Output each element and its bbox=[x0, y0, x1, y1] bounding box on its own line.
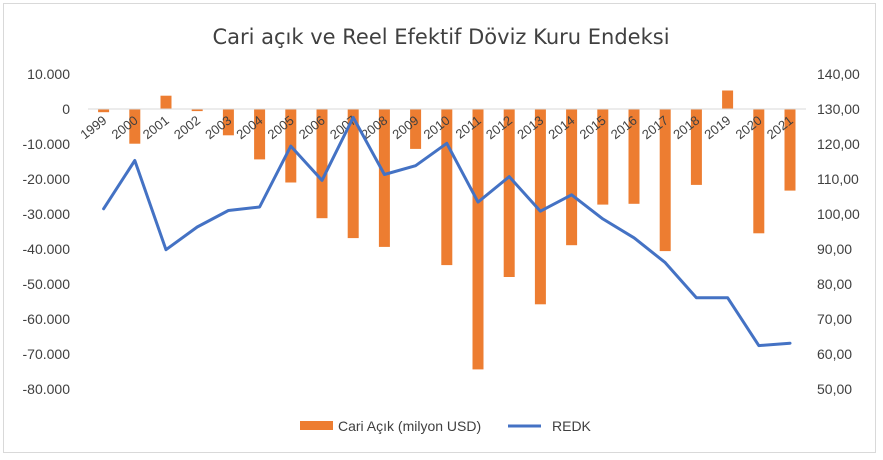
bar-2018 bbox=[690, 109, 702, 185]
line-series bbox=[102, 115, 792, 348]
bar-2020 bbox=[753, 109, 765, 234]
y-right-tick-label: 70,00 bbox=[817, 311, 852, 327]
legend-swatch-cari-acik bbox=[300, 421, 333, 430]
bar-2010 bbox=[441, 109, 453, 266]
bar-2017 bbox=[659, 109, 671, 252]
bar-2016 bbox=[628, 109, 640, 204]
y-left-tick-label: 0 bbox=[62, 101, 70, 117]
bar-2009 bbox=[410, 109, 422, 149]
y-right-tick-label: 100,00 bbox=[817, 206, 860, 222]
x-tick-label: 2001 bbox=[140, 113, 172, 143]
y-left-tick-label: -50.000 bbox=[23, 276, 71, 292]
bar-2006 bbox=[316, 109, 328, 219]
y-left-tick-label: -80.000 bbox=[23, 381, 71, 397]
bar-2008 bbox=[378, 109, 390, 247]
y-axis-left: 10.000 0 -10.000 -20.000 -30.000 -40.000 -50.0… bbox=[23, 66, 71, 397]
y-right-tick-label: 130,00 bbox=[817, 101, 860, 117]
bar-2000 bbox=[129, 109, 141, 144]
y-left-tick-label: -10.000 bbox=[23, 136, 71, 152]
bar-series bbox=[98, 90, 796, 370]
y-axis-right: 140,00 130,00 120,00 110,00 100,00 90,00 80,00… bbox=[817, 66, 860, 397]
bar-2007 bbox=[347, 109, 359, 239]
y-left-tick-label: -20.000 bbox=[23, 171, 71, 187]
y-right-tick-label: 80,00 bbox=[817, 276, 852, 292]
bar-2011 bbox=[472, 109, 484, 370]
x-tick-label: 1999 bbox=[77, 113, 109, 143]
bar-2002 bbox=[191, 109, 203, 112]
y-left-tick-label: 10.000 bbox=[27, 66, 70, 82]
y-right-tick-label: 90,00 bbox=[817, 241, 852, 257]
y-left-tick-label: -70.000 bbox=[23, 346, 71, 362]
y-right-tick-label: 50,00 bbox=[817, 381, 852, 397]
y-left-tick-label: -30.000 bbox=[23, 206, 71, 222]
y-right-tick-label: 140,00 bbox=[817, 66, 860, 82]
legend: Cari Açık (milyon USD) REDK bbox=[300, 418, 592, 434]
chart-title: Cari açık ve Reel Efektif Döviz Kuru End… bbox=[212, 25, 669, 49]
bar-2012 bbox=[503, 109, 515, 277]
y-right-tick-label: 110,00 bbox=[817, 171, 859, 187]
chart-frame bbox=[3, 3, 876, 453]
bar-2014 bbox=[566, 109, 578, 246]
x-tick-label: 2002 bbox=[171, 113, 203, 143]
legend-label-redk: REDK bbox=[552, 418, 592, 434]
x-tick-label: 2019 bbox=[701, 113, 733, 143]
y-right-tick-label: 60,00 bbox=[817, 346, 852, 362]
legend-label-cari-acik: Cari Açık (milyon USD) bbox=[338, 418, 481, 434]
bar-2021 bbox=[784, 109, 796, 191]
y-left-tick-label: -40.000 bbox=[23, 241, 71, 257]
bar-1999 bbox=[98, 109, 110, 113]
bar-2004 bbox=[254, 109, 266, 160]
bar-2003 bbox=[222, 109, 234, 136]
bar-2013 bbox=[534, 109, 546, 305]
bar-2001 bbox=[160, 95, 172, 109]
bar-2015 bbox=[597, 109, 609, 205]
y-left-tick-label: -60.000 bbox=[23, 311, 71, 327]
y-right-tick-label: 120,00 bbox=[817, 136, 860, 152]
x-tick-labels: 1999 2000 2001 2002 2003 2004 2005 2006 2007 2008… bbox=[77, 113, 795, 143]
bar-2019 bbox=[722, 90, 734, 109]
